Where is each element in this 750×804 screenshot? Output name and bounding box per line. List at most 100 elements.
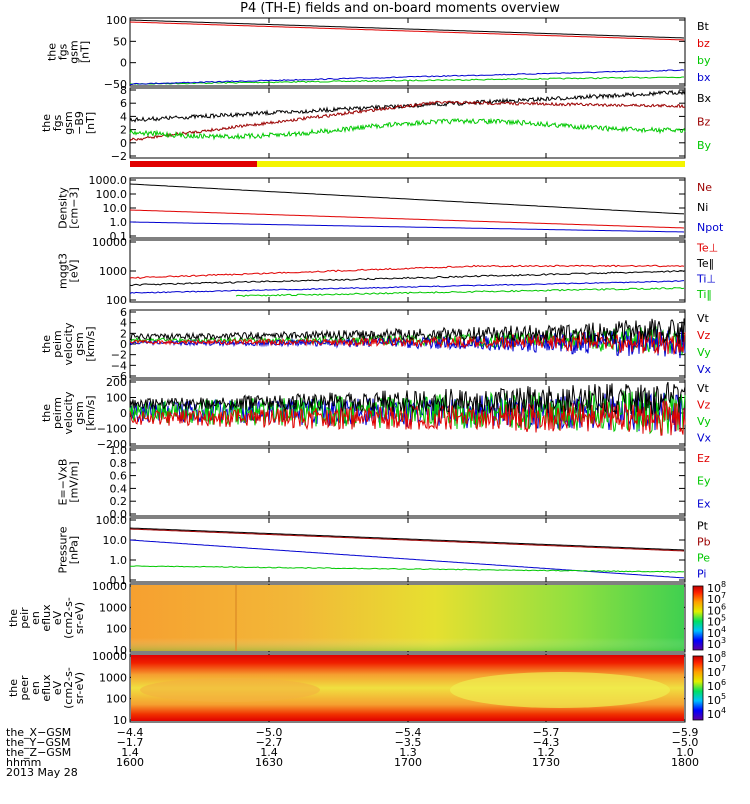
series-Pb (129, 528, 685, 552)
series-Bz (129, 100, 685, 142)
y-tick-label: 10000 (92, 236, 127, 249)
legend-entry: Bz (697, 116, 711, 129)
colorbar (692, 655, 704, 721)
y-tick-label: 200 (106, 376, 127, 389)
y-axis-label: [mV/m] (68, 461, 81, 502)
y-axis-label: [cm−3] (68, 187, 81, 229)
legend-entry: Pb (697, 536, 711, 549)
legend-entry: Ex (697, 497, 711, 510)
panel-7 (129, 447, 686, 517)
footer-value: 1730 (532, 756, 560, 769)
y-axis-label: [nPa] (68, 536, 81, 564)
colorbar-label: 104 (707, 706, 726, 721)
y-axis-label: gsm (73, 332, 86, 355)
series-Ti-par (235, 287, 685, 297)
footer-value: −4.4 (117, 726, 144, 739)
footer-value: −2.7 (256, 736, 283, 749)
y-tick-label: 0.8 (110, 457, 128, 470)
y-axis-label: −B9 (73, 111, 86, 135)
y-axis-label: [nT] (79, 41, 92, 63)
status-bar-red (130, 161, 257, 167)
y-tick-label: 10000 (92, 650, 127, 663)
legend-entry: Ti⊥ (696, 272, 716, 285)
footer-value: 1600 (116, 756, 144, 769)
legend-entry: Bx (697, 92, 712, 105)
legend-entry: Vz (697, 398, 711, 411)
footer-value: 1800 (671, 756, 699, 769)
series-Pi (129, 539, 685, 579)
y-axis-label: gsm (62, 111, 75, 134)
y-axis-label: eflux (40, 604, 53, 632)
legend-entry: Vx (697, 363, 712, 376)
y-tick-label: 100 (106, 693, 127, 706)
legend-entry: Vt (697, 312, 710, 325)
y-tick-label: 1.0 (110, 554, 128, 567)
y-axis-label: eV (51, 610, 64, 625)
y-tick-label: 10.0 (103, 534, 128, 547)
y-tick-label: 0.4 (110, 482, 128, 495)
series-Ni (129, 183, 685, 215)
panel-frame (129, 447, 686, 517)
series-bz (129, 21, 685, 41)
y-axis-label: en (29, 681, 42, 695)
legend-entry: Vt (697, 382, 710, 395)
colorbar-exponent: 6 (721, 678, 726, 687)
legend-entry: Vy (697, 415, 711, 428)
legend-entry: Ez (697, 452, 710, 465)
y-axis-label: gsm (68, 40, 81, 63)
y-tick-label: 100 (106, 623, 127, 636)
footer-value: 1.4 (121, 746, 139, 759)
ion-spectrogram-shade (131, 585, 684, 651)
electron-spectrogram-core (450, 672, 670, 708)
y-tick-label: −50 (104, 78, 127, 91)
legend-entry: by (697, 54, 711, 67)
y-axis-label: (cm2-s- (62, 597, 75, 639)
colorbar-exponent: 5 (721, 692, 726, 701)
y-axis-label: Density (57, 187, 70, 229)
y-tick-label: 10000 (92, 580, 127, 593)
footer-value: −5.7 (533, 726, 560, 739)
series-Vz (129, 399, 686, 436)
footer-value: 1.0 (676, 746, 694, 759)
footer-date: 2013 May 28 (6, 766, 78, 779)
footer-row-label: the_X−GSM (6, 726, 71, 739)
y-axis-label: peir (18, 607, 31, 629)
y-tick-label: 0 (120, 57, 127, 70)
colorbar-label: 107 (707, 664, 726, 679)
y-tick-label: 6 (120, 97, 127, 110)
y-tick-label: 4 (120, 110, 127, 123)
y-axis-label: the (40, 114, 53, 132)
y-tick-label: 4 (120, 317, 127, 330)
y-axis-label: the (7, 609, 20, 627)
y-tick-label: 2 (120, 124, 127, 137)
y-axis-label: fgs (57, 43, 70, 60)
legend-entry: Ti‖ (696, 288, 712, 301)
colorbar-label: 105 (707, 692, 726, 707)
legend-entry: bx (697, 71, 711, 84)
y-axis-label: mqgt3 (57, 253, 70, 289)
y-axis-label: the (40, 335, 53, 353)
series-Te-par (129, 270, 685, 287)
status-bar-yellow (257, 161, 685, 167)
footer-row-label: the_Y−GSM (6, 736, 71, 749)
y-axis-label: E=−VxB (57, 459, 70, 506)
y-axis-label: peirm (51, 397, 64, 429)
footer-row-label: the_Z−GSM (6, 746, 71, 759)
y-axis-label: velocity (62, 391, 75, 434)
legend-entry: Te⊥ (696, 241, 718, 254)
legend-entry: Pi (697, 568, 706, 581)
series-Vt (129, 318, 686, 344)
y-tick-label: −2 (111, 150, 127, 163)
colorbar-exponent: 6 (721, 602, 726, 611)
legend-entry: Ne (697, 181, 712, 194)
colorbar-exponent: 8 (721, 580, 726, 589)
series-Te-perp (129, 264, 685, 279)
colorbar-exponent: 8 (721, 650, 726, 659)
y-axis-label: peim (51, 330, 64, 358)
series-bx (129, 69, 685, 85)
panel-frame (129, 17, 686, 87)
legend-entry: Npot (697, 221, 724, 234)
y-axis-label: en (29, 611, 42, 625)
series-by (129, 76, 684, 86)
panel-1 (129, 17, 686, 87)
